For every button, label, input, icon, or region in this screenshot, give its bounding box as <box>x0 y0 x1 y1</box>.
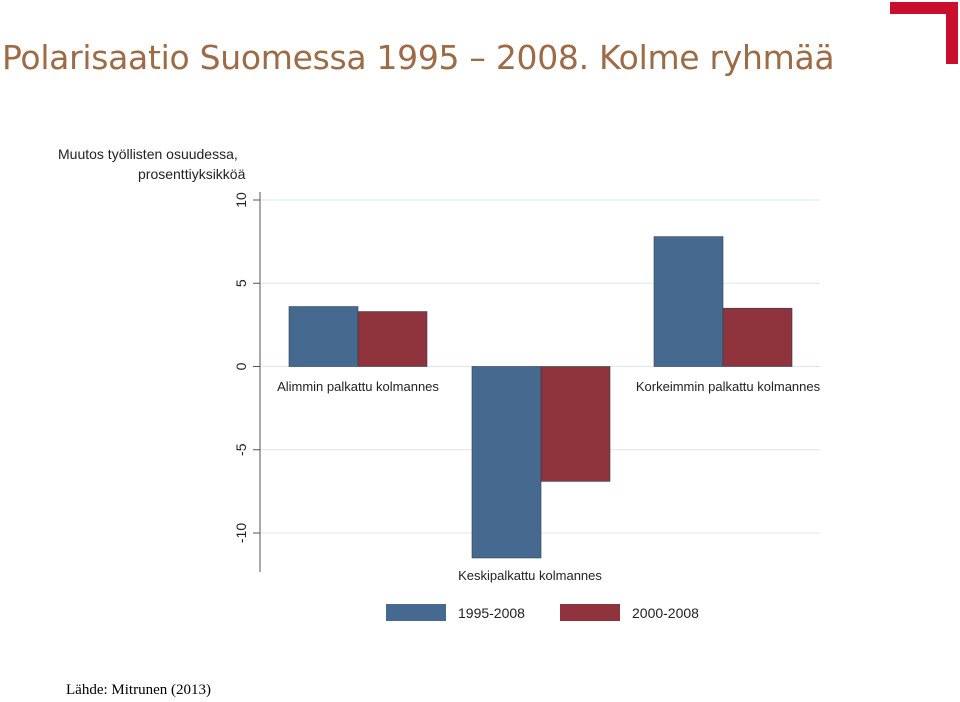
category-label: Korkeimmin palkattu kolmannes <box>636 379 821 394</box>
legend-label: 1995-2008 <box>458 605 525 621</box>
bar <box>540 366 611 482</box>
category-label: Keskipalkattu kolmannes <box>458 568 602 583</box>
source-note: Lähde: Mitrunen (2013) <box>66 682 211 698</box>
y-tick-label: -5 <box>233 443 249 456</box>
legend-swatch <box>386 604 446 621</box>
category-labels: Alimmin palkattu kolmannes Keskipalkattu … <box>277 379 821 583</box>
category-label: Alimmin palkattu kolmannes <box>277 379 439 394</box>
y-tick-label: 5 <box>233 279 249 287</box>
slide-title: Polarisaatio Suomessa 1995 – 2008. Kolme… <box>2 38 835 77</box>
bar <box>653 236 724 367</box>
y-axis: 10 5 0 -5 -10 <box>233 192 261 572</box>
bar <box>357 311 428 367</box>
bar <box>288 306 359 367</box>
y-axis-label-line: prosenttiyksikköä <box>138 166 246 182</box>
y-tick-label: 0 <box>233 362 249 370</box>
y-axis-label: Muutos työllisten osuudessa, prosenttiyks… <box>58 146 246 182</box>
legend-swatch <box>560 604 620 621</box>
legend-label: 2000-2008 <box>632 605 699 621</box>
red-corner-bracket-logo <box>890 2 958 64</box>
bars <box>288 236 793 559</box>
y-axis-label-line: Muutos työllisten osuudessa, <box>58 146 238 162</box>
bar <box>722 307 793 367</box>
y-tick-label: 10 <box>233 192 249 208</box>
y-tick-label: -10 <box>233 523 249 543</box>
legend: 1995-2008 2000-2008 <box>386 604 699 621</box>
bar <box>471 366 542 559</box>
